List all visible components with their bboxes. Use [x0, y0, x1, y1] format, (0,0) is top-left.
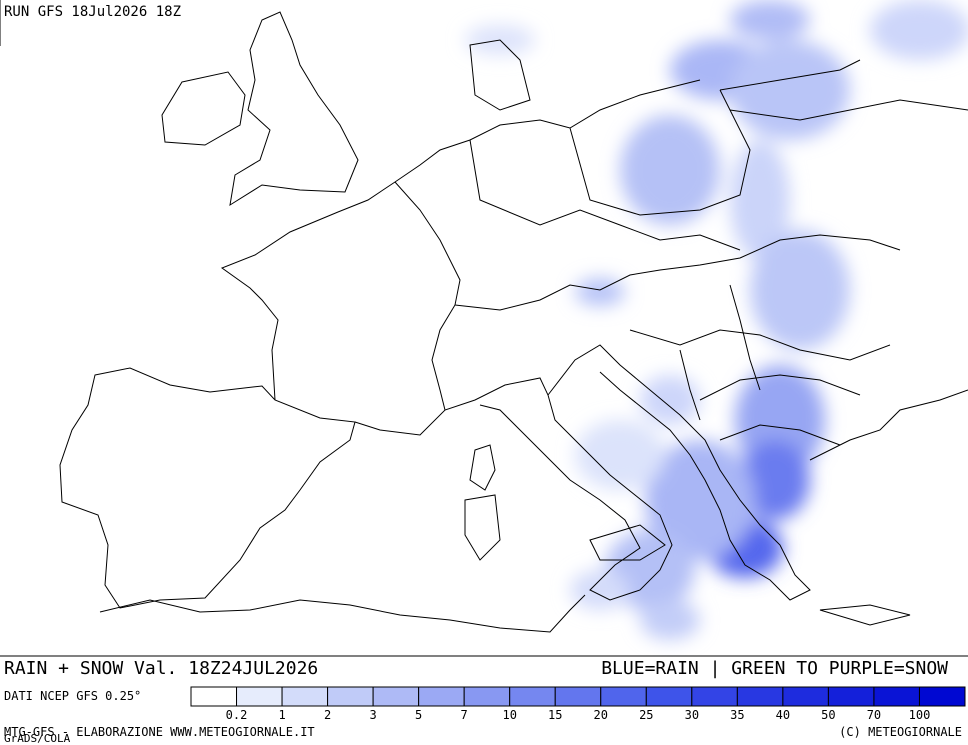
- colorbar-label: 20: [594, 708, 608, 722]
- color-swatch: [600, 686, 647, 707]
- colorbar-label: 15: [548, 708, 562, 722]
- copyright: (C) METEOGIORNALE: [839, 725, 962, 739]
- colorbar-label: 25: [639, 708, 653, 722]
- colorbar-label: 2: [324, 708, 331, 722]
- colorbar-label: 70: [867, 708, 881, 722]
- britain-coast: [229, 11, 359, 207]
- ireland-coast: [161, 71, 246, 146]
- denmark-coast: [469, 39, 531, 111]
- africa-coast: [99, 594, 586, 633]
- color-swatch: [554, 686, 602, 707]
- colorbar-label: 3: [370, 708, 377, 722]
- precipitation: [465, 0, 968, 640]
- color-swatch: [190, 686, 238, 707]
- color-swatch: [281, 686, 329, 707]
- color-swatch: [827, 686, 875, 707]
- grads: GrADS/COLA: [4, 732, 71, 745]
- alpine-border: [454, 234, 901, 311]
- poland-border: [569, 89, 751, 216]
- color-swatch: [691, 686, 738, 707]
- colorbar-label: 40: [776, 708, 790, 722]
- colorbar-label: 30: [685, 708, 699, 722]
- color-key: BLUE=RAIN | GREEN TO PURPLE=SNOW: [601, 658, 948, 679]
- east-border: [719, 59, 968, 121]
- color-swatch: [782, 686, 829, 707]
- islands-south: [589, 524, 911, 626]
- colorbar: 0.2 1 2 3 5 7 10 15 20 25 30 35 40 50 70 100: [190, 686, 966, 722]
- color-swatch: [918, 686, 966, 707]
- color-swatch: [236, 686, 283, 707]
- balkan-border: [629, 329, 891, 446]
- colorbar-label: 5: [415, 708, 422, 722]
- central-border: [469, 139, 741, 251]
- color-swatch: [372, 686, 420, 707]
- colorbar-label: 1: [278, 708, 285, 722]
- italy-coast: [354, 377, 673, 601]
- color-swatch: [873, 686, 920, 707]
- color-swatch: [645, 686, 693, 707]
- colorbar-label: 10: [502, 708, 516, 722]
- colorbar-label: 0.2: [226, 708, 248, 722]
- color-swatch: [327, 686, 374, 707]
- color-swatch: [509, 686, 556, 707]
- colorbar-label: 50: [821, 708, 835, 722]
- map-outlines: [59, 11, 968, 633]
- islands: [464, 444, 501, 561]
- adriatic-coast: [547, 344, 811, 601]
- credit: MTG-GFS - ELABORAZIONE WWW.METEOGIORNALE…: [4, 725, 315, 739]
- balkan-border-2: [679, 284, 761, 421]
- color-swatch: [463, 686, 511, 707]
- color-swatch: [736, 686, 784, 707]
- color-swatch: [418, 686, 465, 707]
- source: DATI NCEP GFS 0.25°: [4, 689, 141, 703]
- colorbar-label: 100: [909, 708, 931, 722]
- field-title: RAIN + SNOW Val. 18Z24JUL2026: [4, 658, 318, 679]
- aegean-coast: [809, 389, 968, 461]
- north-coast: [220, 79, 701, 401]
- colorbar-label: 35: [730, 708, 744, 722]
- colorbar-label: 7: [461, 708, 468, 722]
- iberia-coast: [59, 367, 356, 609]
- run-label: RUN GFS 18Jul2026 18Z: [4, 4, 181, 20]
